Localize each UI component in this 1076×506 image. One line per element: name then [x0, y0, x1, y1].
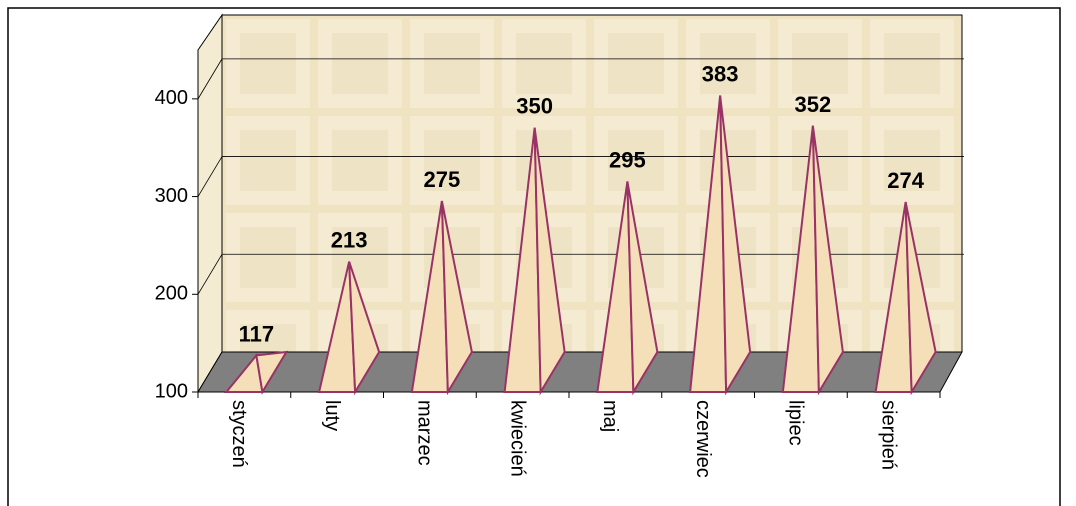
y-tick-label: 300	[155, 185, 188, 207]
pyramid	[781, 125, 844, 396]
y-tick-label: 200	[155, 283, 188, 305]
pyramid-side	[904, 201, 937, 396]
pyramid	[874, 201, 937, 396]
grid-line	[197, 58, 223, 100]
y-tick-label: 400	[155, 87, 188, 109]
pyramid-side	[626, 181, 659, 396]
frame	[7, 7, 1061, 506]
pyramid-side	[440, 200, 473, 396]
x-tick-label: luty	[321, 400, 343, 431]
pyramid	[410, 200, 473, 396]
data-label: 117	[239, 321, 275, 346]
x-tick-label: styczeń	[228, 400, 250, 468]
back-wall	[221, 14, 963, 353]
pyramid-side	[811, 125, 844, 396]
x-tick-label: sierpień	[877, 400, 899, 470]
x-tick-label: maj	[599, 400, 621, 432]
grid-line	[197, 254, 223, 295]
x-tick-label: lipiec	[785, 400, 807, 446]
pyramid-side	[719, 95, 752, 396]
pyramid	[224, 350, 289, 395]
pyramid-side	[533, 127, 566, 396]
x-tick-label: marzec	[414, 400, 436, 466]
data-label: 352	[795, 92, 832, 117]
pyramid	[596, 181, 659, 396]
pyramid	[317, 261, 381, 396]
data-label: 350	[516, 94, 553, 119]
pyramid	[503, 127, 566, 396]
pyramid-side	[255, 350, 289, 395]
grid-line	[197, 156, 223, 197]
floor	[197, 351, 963, 393]
y-tick-label: 100	[155, 380, 188, 402]
pyramid-side	[348, 261, 381, 396]
data-label: 274	[887, 168, 924, 193]
x-tick-label: czerwiec	[692, 400, 714, 478]
x-tick-label: kwiecień	[506, 400, 528, 477]
pyramid	[689, 95, 752, 396]
data-label: 213	[331, 228, 368, 253]
data-label: 275	[424, 167, 461, 192]
data-label: 295	[609, 147, 646, 172]
data-label: 383	[702, 61, 739, 86]
side-wall	[197, 13, 223, 394]
